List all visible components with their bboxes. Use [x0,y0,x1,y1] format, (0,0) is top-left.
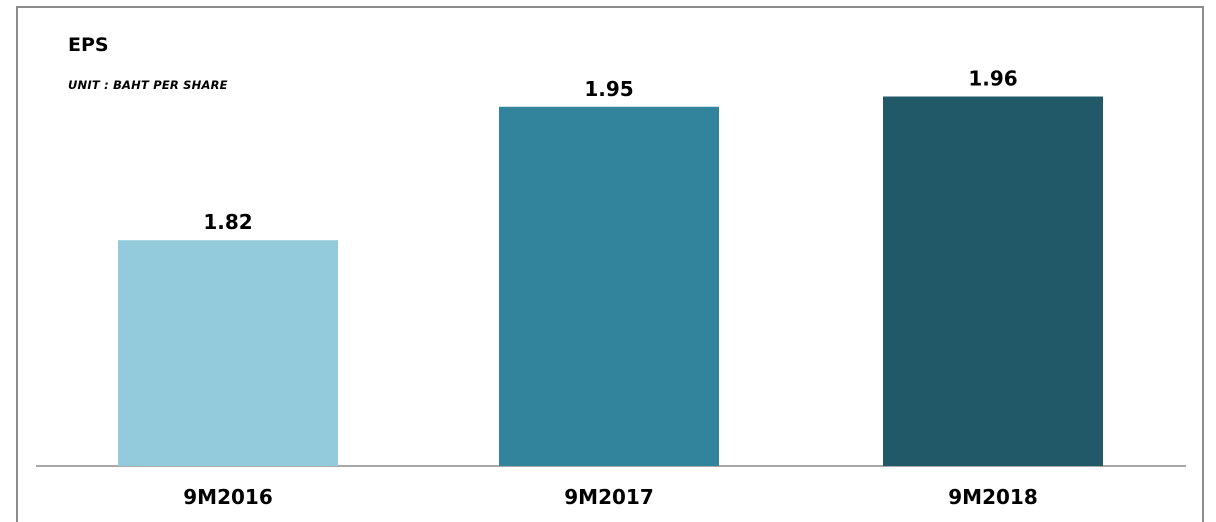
x-tick-label-9M2018: 9M2018 [948,485,1037,509]
bars-group: 1.82 9M2016 1.95 9M2017 1.96 9M2018 [118,67,1103,509]
x-tick-label-9M2016: 9M2016 [183,485,272,509]
bar-9M2018 [883,96,1103,466]
bar-9M2016 [118,240,338,466]
data-label-9M2016: 1.82 [203,210,252,234]
bar-9M2017 [499,106,719,466]
chart-title: EPS [68,34,109,56]
chart-subtitle: UNIT : BAHT PER SHARE [68,78,228,92]
data-label-9M2017: 1.95 [584,77,633,101]
x-tick-label-9M2017: 9M2017 [564,485,653,509]
data-label-9M2018: 1.96 [968,67,1017,91]
